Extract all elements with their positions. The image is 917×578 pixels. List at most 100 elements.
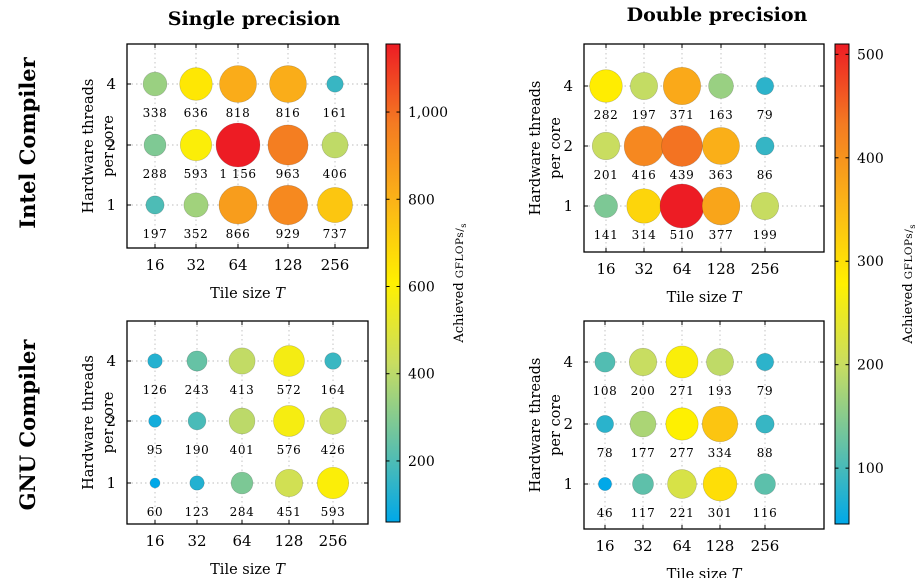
x-tick-label: 64 <box>232 532 251 550</box>
y-tick-label: 1 <box>563 197 573 215</box>
bubble-threads-2-tile-16 <box>148 414 162 428</box>
plot-frame <box>583 43 825 253</box>
bubble-threads-2-tile-64 <box>665 407 699 441</box>
bubble-threads-1-tile-64 <box>659 183 705 229</box>
y-tick-label: 1 <box>563 475 573 493</box>
x-tick-label: 16 <box>145 532 164 550</box>
value-label: 282 <box>594 108 619 122</box>
value-label: 95 <box>147 443 163 457</box>
value-label: 401 <box>230 443 255 457</box>
value-label: 363 <box>709 168 734 182</box>
bubble-threads-2-tile-256 <box>755 414 775 434</box>
x-tick-label: 16 <box>145 256 164 274</box>
bubble-threads-2-tile-32 <box>187 411 207 431</box>
bubble-threads-2-tile-32 <box>629 410 657 438</box>
colorbar-tick-label: 200 <box>857 358 884 374</box>
bubble-threads-4-tile-64 <box>665 345 699 379</box>
colorbar-gradient <box>834 43 850 525</box>
bubble-threads-2-tile-64 <box>215 122 261 168</box>
x-tick-label: 256 <box>751 260 780 278</box>
value-label: 197 <box>632 108 657 122</box>
bubble-threads-2-tile-16 <box>591 131 621 161</box>
y-tick-label: 4 <box>563 77 573 95</box>
value-label: 284 <box>230 505 255 519</box>
bubble-threads-2-tile-128 <box>267 124 309 166</box>
bubble-threads-4-tile-16 <box>594 351 616 373</box>
bubble-threads-2-tile-16 <box>596 415 614 433</box>
value-label: 79 <box>757 384 773 398</box>
bubble-threads-1-tile-16 <box>598 477 612 491</box>
value-label: 371 <box>670 108 695 122</box>
x-tick-label: 128 <box>707 260 736 278</box>
column-title-double: Double precision <box>627 4 808 26</box>
x-tick-label: 16 <box>595 537 614 555</box>
value-label: 163 <box>709 108 734 122</box>
value-label: 576 <box>277 443 302 457</box>
y-axis-label: Hardware threads per core <box>528 358 564 493</box>
bubble-threads-4-tile-16 <box>589 69 623 103</box>
colorbar-gradient <box>385 43 401 523</box>
x-tick-label: 256 <box>319 532 348 550</box>
value-label: 593 <box>184 167 209 181</box>
colorbar-tick-label: 400 <box>408 367 435 383</box>
value-label: 816 <box>276 106 301 120</box>
bubble-threads-2-tile-128 <box>273 405 305 437</box>
bubble-threads-1-tile-64 <box>230 471 254 495</box>
value-label: 572 <box>277 383 302 397</box>
colorbar-tick-label: 400 <box>857 151 884 167</box>
value-label: 866 <box>226 227 251 241</box>
value-label: 818 <box>226 106 251 120</box>
x-axis-label: Tile size T <box>210 286 286 302</box>
value-label: 1 156 <box>219 167 256 181</box>
column-title-single: Single precision <box>168 8 341 30</box>
value-label: 413 <box>230 383 255 397</box>
colorbar-tick-label: 600 <box>408 279 435 295</box>
value-label: 108 <box>593 384 618 398</box>
value-label: 221 <box>670 506 695 520</box>
bubble-threads-1-tile-32 <box>632 473 654 495</box>
colorbar-tick-label: 1,000 <box>408 105 448 121</box>
bubble-threads-2-tile-128 <box>702 127 740 165</box>
value-label: 164 <box>321 383 346 397</box>
value-label: 338 <box>143 106 168 120</box>
y-tick-label: 2 <box>106 412 116 430</box>
x-tick-label: 128 <box>275 532 304 550</box>
colorbar-label: Achieved GFLOPs/s <box>901 224 917 344</box>
y-axis-label: Hardware threads per core <box>81 355 117 490</box>
colorbar-tick-label: 800 <box>408 192 435 208</box>
value-label: 117 <box>631 506 656 520</box>
value-label: 46 <box>597 506 613 520</box>
bubble-threads-4-tile-128 <box>269 65 307 103</box>
y-axis-label: Hardware threads per core <box>81 79 117 214</box>
bubble-threads-1-tile-128 <box>267 184 309 226</box>
bubble-threads-4-tile-128 <box>708 73 734 99</box>
bubble-threads-4-tile-256 <box>756 77 774 95</box>
bubble-threads-2-tile-64 <box>661 125 703 167</box>
value-label: 929 <box>276 227 301 241</box>
x-tick-label: 256 <box>321 256 350 274</box>
bubble-threads-1-tile-128 <box>274 468 304 498</box>
value-label: 60 <box>147 505 163 519</box>
colorbar-tick-label: 300 <box>857 254 884 270</box>
x-tick-label: 256 <box>751 537 780 555</box>
bubble-threads-2-tile-256 <box>319 407 347 435</box>
bubble-threads-1-tile-32 <box>626 188 662 224</box>
bubble-threads-4-tile-32 <box>628 347 658 377</box>
x-tick-label: 64 <box>672 537 691 555</box>
colorbar-label: Achieved GFLOPs/s <box>452 223 469 343</box>
x-tick-label: 32 <box>186 256 205 274</box>
value-label: 86 <box>757 168 773 182</box>
bubble-threads-1-tile-256 <box>317 187 353 223</box>
colorbar-tick-label: 500 <box>857 47 884 63</box>
value-label: 451 <box>277 505 302 519</box>
bubble-threads-2-tile-256 <box>321 131 349 159</box>
row-title-intel: Intel Compiler <box>15 56 40 228</box>
x-tick-label: 32 <box>633 537 652 555</box>
value-label: 200 <box>631 384 656 398</box>
panel-intel-single: 197 352 866 929 737 288 593 1 156 963 406 338 636 81… <box>81 43 369 302</box>
bubble-threads-1-tile-256 <box>750 191 780 221</box>
y-axis-label: Hardware threads per core <box>528 81 564 216</box>
